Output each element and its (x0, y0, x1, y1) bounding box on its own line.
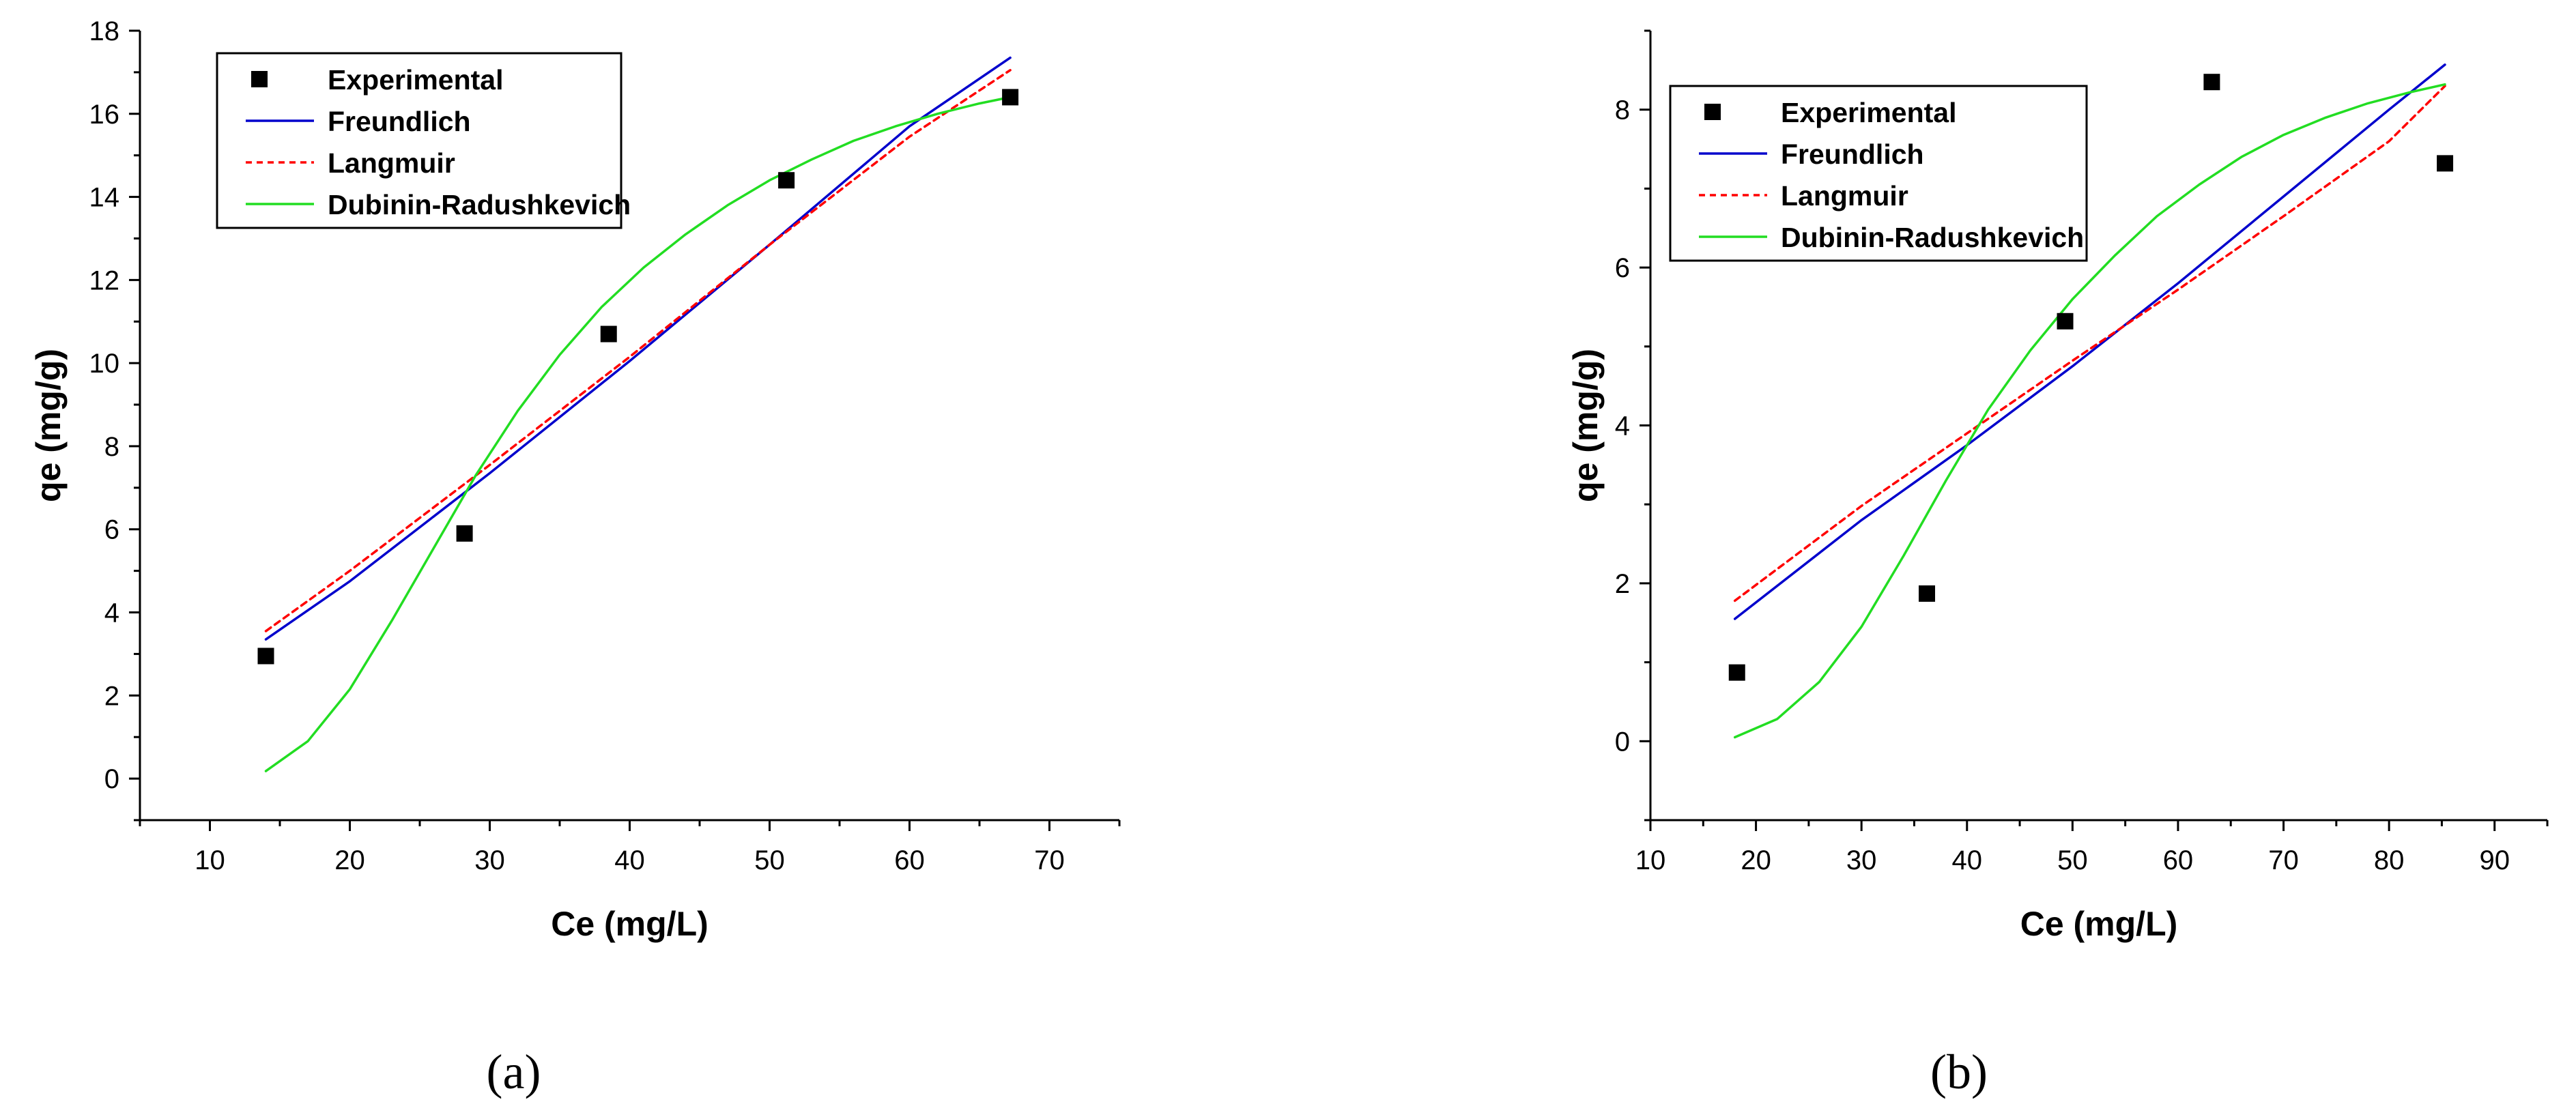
data-point (456, 525, 473, 542)
x-tick-label: 10 (1635, 845, 1666, 875)
series-line-freundlich (1733, 63, 2446, 620)
y-axis-title: qe (mg/g) (1566, 349, 1605, 502)
x-tick-label: 40 (1952, 845, 1983, 875)
y-tick-label: 8 (104, 432, 119, 462)
panel-label: (b) (1930, 1045, 1988, 1099)
x-axis-title: Ce (mg/L) (551, 905, 709, 943)
series-line-freundlich (264, 56, 1012, 641)
legend-label: Experimental (328, 64, 504, 96)
legend-box (216, 52, 622, 229)
x-tick-label: 50 (2057, 845, 2088, 875)
x-tick-label: 60 (2163, 845, 2194, 875)
data-point (1728, 664, 1745, 681)
chart-a: 10 20 30 40 50 60 70 0 2 4 6 8 10 12 14 16 18 Ce (mg/L) qe… (29, 16, 1121, 1099)
series-line-langmuir (264, 69, 1012, 633)
x-tick-label: 50 (754, 845, 785, 875)
legend-label: Dubinin-Radushkevich (1781, 222, 2084, 253)
y-tick-label: 10 (89, 349, 120, 379)
legend-label: Freundlich (1781, 139, 1924, 170)
series-line-langmuir (1733, 85, 2446, 602)
x-tick-label: 20 (334, 845, 365, 875)
y-tick-label: 8 (1615, 96, 1630, 126)
legend-swatch (1704, 104, 1721, 120)
legend-label: Experimental (1781, 97, 1957, 128)
y-tick-label: 14 (89, 183, 120, 213)
x-tick-label: 90 (2479, 845, 2510, 875)
legend-label: Langmuir (1781, 180, 1908, 212)
x-tick-label: 20 (1741, 845, 1771, 875)
data-point (2203, 74, 2220, 91)
panel-label: (a) (487, 1045, 541, 1099)
legend-label: Freundlich (328, 106, 471, 137)
y-tick-label: 0 (104, 764, 119, 794)
legend-label: Langmuir (328, 147, 455, 179)
y-tick-label: 6 (1615, 253, 1630, 283)
x-tick-label: 30 (1846, 845, 1877, 875)
x-tick-label: 70 (1034, 845, 1065, 875)
chart-b: 10 20 30 40 50 60 70 80 90 0 2 4 6 8 Ce (mg/L) qe (mg/g… (1566, 29, 2549, 1099)
data-point (2057, 313, 2074, 330)
data-point (600, 325, 617, 343)
data-point (2437, 155, 2454, 172)
x-tick-label: 10 (195, 845, 225, 875)
legend-box (1669, 85, 2088, 262)
data-point (1002, 89, 1019, 106)
legend-swatch (251, 71, 268, 87)
legend-label: Dubinin-Radushkevich (328, 189, 631, 220)
y-tick-label: 0 (1615, 727, 1630, 757)
x-tick-label: 30 (474, 845, 505, 875)
y-tick-label: 16 (89, 100, 120, 130)
x-tick-label: 80 (2374, 845, 2405, 875)
y-tick-label: 12 (89, 265, 120, 295)
series-line-dubinin-radushkevich (264, 96, 1012, 772)
series-line-dubinin-radushkevich (1733, 83, 2446, 739)
data-point (778, 172, 795, 189)
data-point (257, 648, 274, 665)
y-tick-label: 18 (89, 16, 120, 46)
y-tick-label: 2 (1615, 569, 1630, 599)
data-point (1919, 585, 1936, 602)
x-tick-label: 40 (614, 845, 645, 875)
y-tick-label: 6 (104, 515, 119, 545)
x-tick-label: 60 (894, 845, 925, 875)
y-tick-label: 4 (1615, 411, 1630, 441)
y-axis-title: qe (mg/g) (29, 349, 68, 502)
y-tick-label: 2 (104, 681, 119, 711)
x-axis-title: Ce (mg/L) (2020, 905, 2178, 943)
x-tick-label: 70 (2268, 845, 2299, 875)
y-tick-label: 4 (104, 598, 119, 628)
